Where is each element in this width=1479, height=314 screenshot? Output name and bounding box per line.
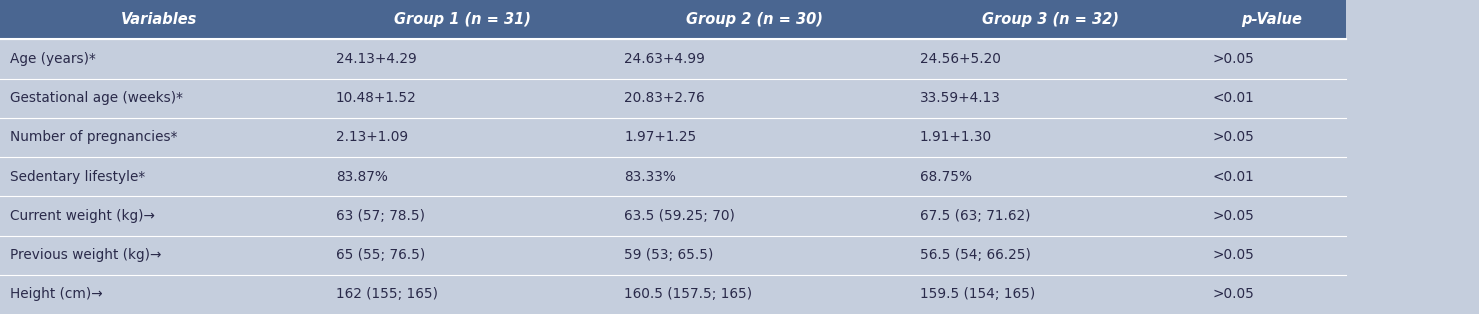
Text: Sedentary lifestyle*: Sedentary lifestyle* [10,170,145,184]
Text: >0.05: >0.05 [1213,130,1254,144]
Text: 1.97+1.25: 1.97+1.25 [624,130,697,144]
Text: Previous weight (kg)→: Previous weight (kg)→ [10,248,161,262]
Text: 20.83+2.76: 20.83+2.76 [624,91,705,105]
FancyBboxPatch shape [0,0,1346,314]
Text: Group 3 (n = 32): Group 3 (n = 32) [982,12,1118,27]
Text: >0.05: >0.05 [1213,248,1254,262]
Text: 67.5 (63; 71.62): 67.5 (63; 71.62) [920,209,1031,223]
Text: 83.33%: 83.33% [624,170,676,184]
FancyBboxPatch shape [0,0,1346,39]
Text: <0.01: <0.01 [1213,91,1254,105]
Text: 2.13+1.09: 2.13+1.09 [336,130,408,144]
Text: 159.5 (154; 165): 159.5 (154; 165) [920,287,1035,301]
Text: 68.75%: 68.75% [920,170,972,184]
Text: 162 (155; 165): 162 (155; 165) [336,287,438,301]
Text: Current weight (kg)→: Current weight (kg)→ [10,209,155,223]
Text: 65 (55; 76.5): 65 (55; 76.5) [336,248,424,262]
Text: >0.05: >0.05 [1213,209,1254,223]
Text: 59 (53; 65.5): 59 (53; 65.5) [624,248,713,262]
Text: 1.91+1.30: 1.91+1.30 [920,130,992,144]
Text: >0.05: >0.05 [1213,52,1254,66]
Text: Number of pregnancies*: Number of pregnancies* [10,130,177,144]
Text: 160.5 (157.5; 165): 160.5 (157.5; 165) [624,287,753,301]
Text: 63.5 (59.25; 70): 63.5 (59.25; 70) [624,209,735,223]
Text: Group 1 (n = 31): Group 1 (n = 31) [393,12,531,27]
Text: 56.5 (54; 66.25): 56.5 (54; 66.25) [920,248,1031,262]
Text: 33.59+4.13: 33.59+4.13 [920,91,1001,105]
Text: >0.05: >0.05 [1213,287,1254,301]
Text: Gestational age (weeks)*: Gestational age (weeks)* [10,91,183,105]
Text: p-Value: p-Value [1241,12,1303,27]
Text: Variables: Variables [121,12,197,27]
Text: 24.63+4.99: 24.63+4.99 [624,52,705,66]
Text: 24.13+4.29: 24.13+4.29 [336,52,417,66]
Text: 10.48+1.52: 10.48+1.52 [336,91,417,105]
Text: Age (years)*: Age (years)* [10,52,96,66]
Text: Group 2 (n = 30): Group 2 (n = 30) [686,12,822,27]
Text: 24.56+5.20: 24.56+5.20 [920,52,1001,66]
Text: 63 (57; 78.5): 63 (57; 78.5) [336,209,424,223]
Text: 83.87%: 83.87% [336,170,387,184]
Text: Height (cm)→: Height (cm)→ [10,287,104,301]
Text: <0.01: <0.01 [1213,170,1254,184]
